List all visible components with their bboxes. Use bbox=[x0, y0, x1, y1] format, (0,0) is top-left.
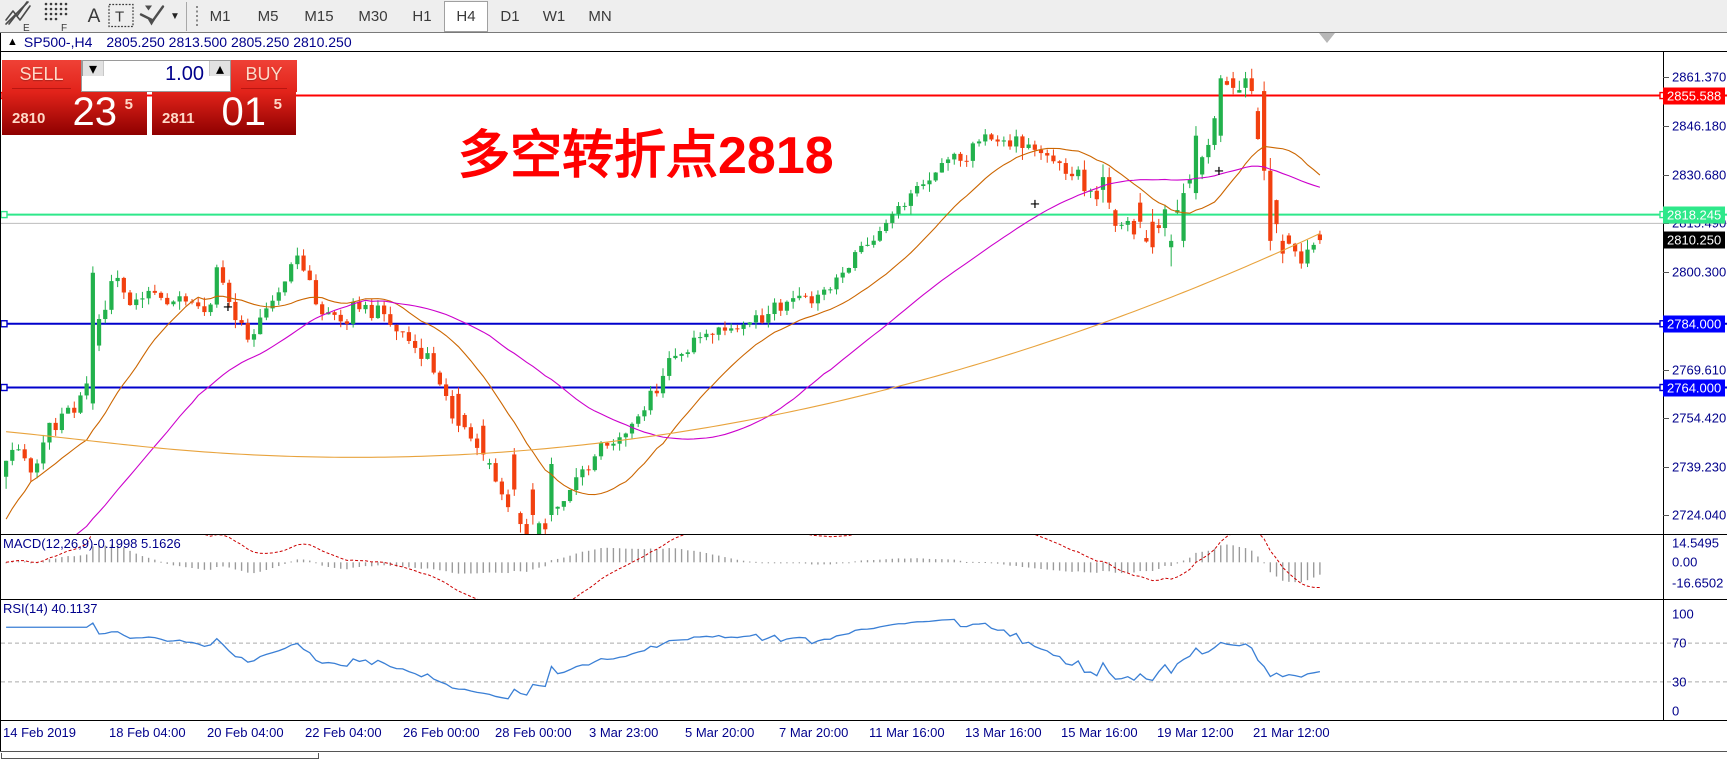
svg-text:E: E bbox=[23, 23, 30, 33]
svg-text:F: F bbox=[61, 23, 67, 33]
svg-text:T: T bbox=[115, 9, 124, 26]
